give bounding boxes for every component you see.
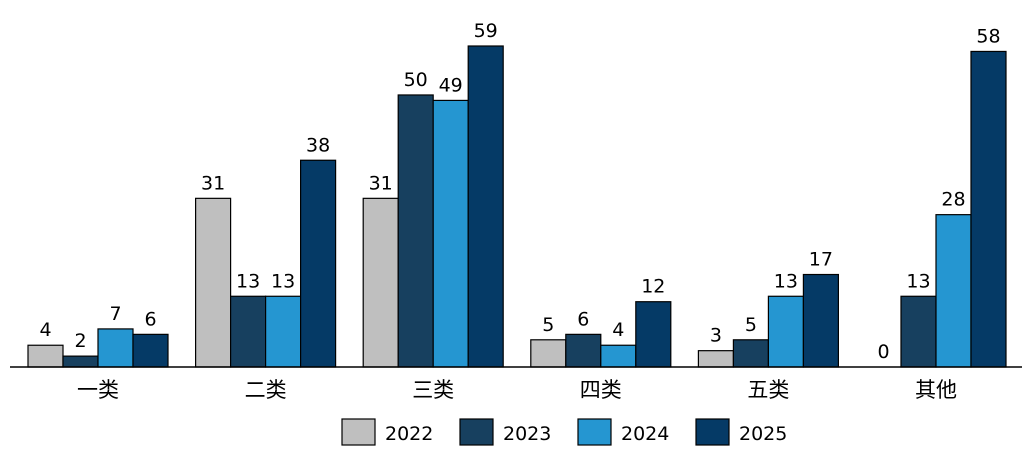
legend-swatch-2023	[459, 418, 494, 446]
data-label: 6	[144, 308, 156, 330]
data-label: 2	[74, 330, 86, 352]
bar-2023-3	[565, 333, 602, 368]
data-label: 3	[710, 325, 722, 347]
bar-2023-4	[732, 339, 770, 368]
legend-label: 2024	[621, 423, 669, 445]
bar-2025-1	[300, 159, 337, 368]
data-label: 7	[109, 303, 121, 325]
data-label: 4	[39, 319, 51, 341]
bar-2023-5	[900, 295, 937, 368]
bar-2022-4	[697, 350, 735, 368]
data-label: 49	[439, 74, 463, 96]
bar-2025-3	[635, 301, 672, 368]
data-label: 13	[271, 270, 295, 292]
legend-label: 2022	[385, 423, 433, 445]
data-label: 17	[809, 249, 833, 271]
legend-label: 2023	[503, 423, 551, 445]
bar-2025-0	[132, 333, 169, 368]
bar-2022-0	[27, 344, 64, 368]
bar-2025-4	[802, 273, 840, 368]
x-tick-label: 其他	[915, 378, 957, 402]
bar-2024-2	[432, 99, 469, 368]
data-label: 31	[369, 172, 393, 194]
data-label: 59	[474, 20, 498, 42]
bar-2023-0	[62, 355, 99, 368]
bar-2024-3	[600, 344, 637, 368]
data-label: 13	[774, 270, 798, 292]
data-label: 13	[906, 270, 930, 292]
data-label: 0	[877, 341, 889, 363]
data-label: 50	[404, 69, 428, 91]
bar-2025-5	[970, 50, 1007, 368]
x-tick-label: 四类	[580, 378, 622, 402]
x-tick-label: 五类	[747, 378, 789, 402]
data-label: 6	[577, 308, 589, 330]
bar-2024-5	[935, 214, 972, 368]
bar-2022-2	[362, 197, 399, 368]
x-tick-label: 三类	[412, 378, 454, 402]
bar-2022-1	[195, 197, 232, 368]
bar-2024-0	[97, 328, 134, 368]
bar-2023-2	[397, 94, 434, 368]
data-label: 4	[612, 319, 624, 341]
bar-2024-1	[265, 295, 302, 368]
data-label: 12	[641, 276, 665, 298]
bar-2023-1	[230, 295, 267, 368]
data-label: 58	[976, 25, 1000, 47]
legend-swatch-2025	[695, 418, 730, 446]
data-label: 13	[236, 270, 260, 292]
legend-swatch-2024	[577, 418, 612, 446]
x-tick-label: 一类	[77, 378, 119, 402]
data-label: 5	[745, 314, 757, 336]
bar-2024-4	[767, 295, 805, 368]
data-label: 28	[941, 189, 965, 211]
legend-label: 2025	[739, 423, 787, 445]
bar-2022-3	[530, 339, 567, 368]
bar-2025-2	[467, 45, 504, 368]
legend-swatch-2022	[341, 418, 376, 446]
data-label: 31	[201, 172, 225, 194]
data-label: 5	[542, 314, 554, 336]
x-tick-label: 二类	[245, 378, 287, 402]
data-label: 38	[306, 134, 330, 156]
